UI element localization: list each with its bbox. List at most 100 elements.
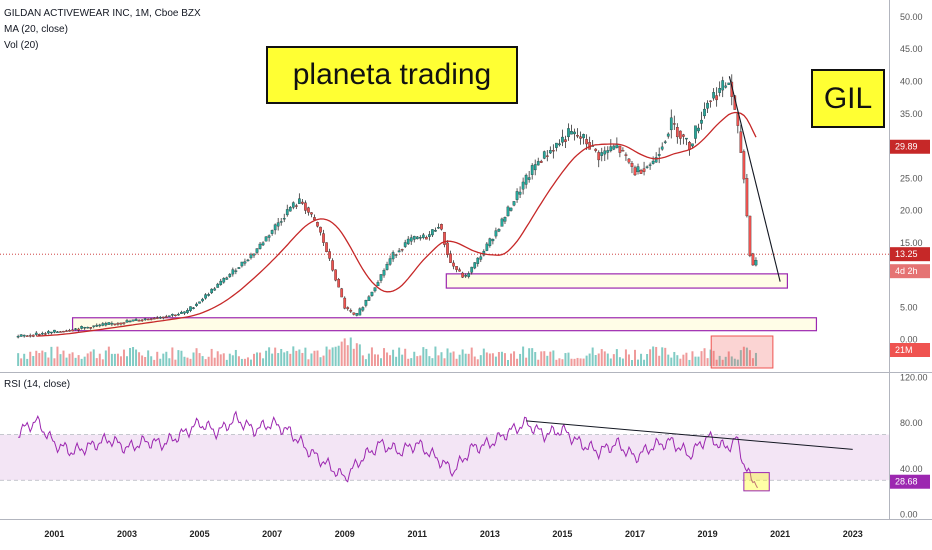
volume-bar [23,353,26,366]
volume-bar [171,347,174,366]
candle-body [140,319,144,322]
volume-bar [319,357,322,366]
volume-bar [727,351,730,366]
candle-body [521,181,525,190]
volume-bar [38,353,41,366]
rsi-legend[interactable]: RSI (14, close) [4,379,71,390]
volume-bar [156,351,159,366]
volume-bar [62,350,65,366]
price-tick-label: 15.00 [900,238,923,248]
volume-bar [748,350,751,366]
volume-bar [313,350,316,366]
volume-bar [65,357,68,366]
support-zone [445,273,789,289]
candle-body [291,202,295,208]
volume-bar [513,351,516,366]
candle-body [709,100,712,102]
candle-body [186,309,189,313]
candle-body [44,333,47,335]
volume-bar [113,353,116,366]
volume-bar [95,358,98,366]
candle-body [95,324,99,327]
volume-bar [213,357,216,366]
candle-body [222,278,226,283]
candle-body [382,270,386,276]
candle-body [258,243,262,249]
candle-body [334,269,337,281]
candle-body [443,231,446,245]
volume-bar [240,358,243,366]
volume-bar [361,355,364,366]
volume-bar [491,353,494,366]
candle-body [476,257,480,264]
volume-bar [32,356,35,366]
volume-bar [343,338,346,366]
volume-bar [159,358,162,366]
candle-body [727,82,731,85]
candle-body [633,167,637,176]
candle-body [464,275,468,277]
symbol-legend[interactable]: GILDAN ACTIVEWEAR INC, 1M, Cboe BZX [4,8,201,19]
volume-bar [600,349,603,366]
volume-bar [413,351,416,366]
candle-body [506,206,510,217]
ma-value-tag: 29.89 [895,142,918,152]
candle-body [367,296,371,301]
candle-body [412,235,416,240]
candle-body [428,234,431,237]
volume-bar [337,345,340,366]
volume-bar [437,355,440,366]
candle-body [282,218,286,220]
volume-bar [721,359,724,366]
volume-bar [673,351,676,366]
volume-bar [519,353,522,366]
candle-body [155,317,159,319]
volume-bar [485,352,488,366]
volume-bar [334,346,337,366]
volume-bar [265,350,268,366]
volume-bar [395,356,398,366]
candle-body [177,313,180,316]
volume-bar [283,352,286,366]
ma-legend[interactable]: MA (20, close) [4,24,68,35]
candle-body [116,323,120,325]
volume-bar [349,337,352,366]
candle-body [134,318,138,321]
candle-body [745,178,749,217]
candle-body [488,238,492,246]
volume-bar [298,349,301,366]
price-tick-label: 20.00 [900,206,923,216]
volume-bar [29,351,32,366]
candle-body [62,330,65,333]
volume-bar [119,356,122,366]
volume-bar [473,356,476,366]
candle-body [700,119,703,124]
volume-bar [331,347,334,366]
candle-body [304,202,307,211]
candle-body [198,301,201,304]
volume-bar [201,356,204,366]
volume-legend[interactable]: Vol (20) [4,40,39,51]
volume-bar [246,357,249,366]
volume-bar [627,354,630,366]
volume-bar [594,354,597,366]
candle-body [216,283,220,288]
candle-body [16,336,20,338]
volume-bar [53,358,56,366]
candle-body [240,261,244,267]
candle-body [542,151,546,159]
candle-body [270,230,274,234]
volume-bar [470,347,473,366]
support-zone [71,317,818,332]
volume-bar [488,353,491,366]
volume-bar [328,349,331,366]
volume-bar [80,358,83,366]
volume-bar [691,351,694,366]
candle-body [83,327,87,329]
volume-bar [739,350,742,366]
volume-bar [425,348,428,366]
candle-body [660,146,664,150]
volume-bar [243,358,246,366]
volume-bar [147,350,150,366]
